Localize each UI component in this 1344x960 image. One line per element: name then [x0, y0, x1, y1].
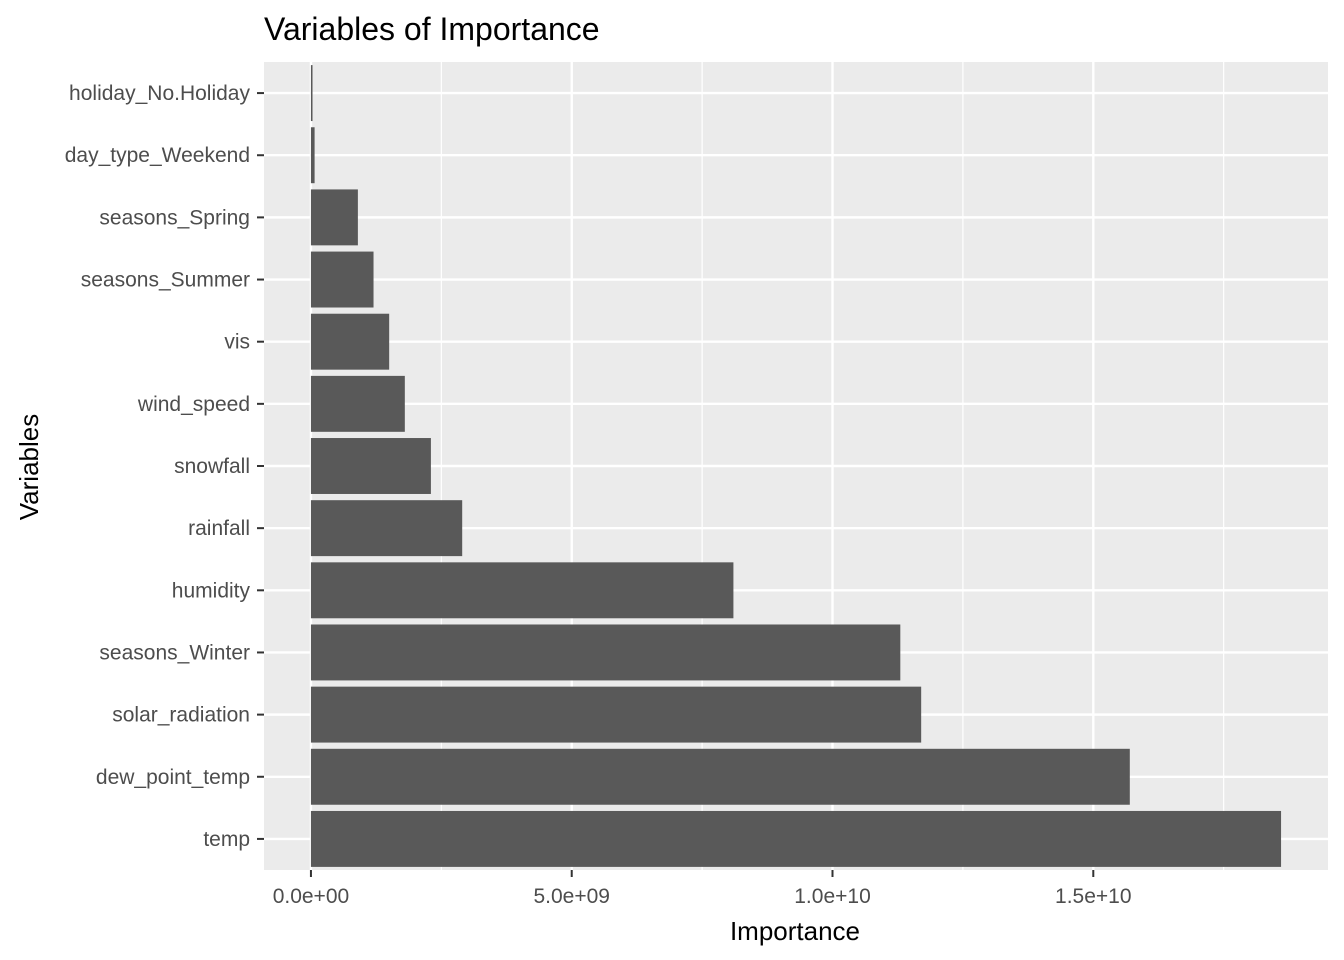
- x-tick-label: 5.0e+09: [533, 885, 610, 908]
- y-axis-title: Variables: [14, 414, 44, 520]
- y-tick-label: dew_point_temp: [96, 766, 250, 789]
- bar-holiday-no-holiday: [310, 65, 313, 122]
- y-tick-label: temp: [203, 828, 250, 851]
- y-tick-label: seasons_Winter: [99, 641, 250, 664]
- y-tick-label: day_type_Weekend: [65, 144, 250, 167]
- bar-solar-radiation: [310, 686, 922, 743]
- y-tick-label: seasons_Spring: [99, 206, 250, 229]
- bar-seasons-winter: [310, 624, 901, 681]
- bar-wind-speed: [310, 375, 405, 432]
- x-tick-label: 1.0e+10: [794, 885, 871, 908]
- y-tick-label: wind_speed: [137, 393, 250, 416]
- x-axis-title: Importance: [730, 916, 860, 946]
- y-tick-label: humidity: [172, 579, 251, 602]
- bar-day-type-weekend: [310, 127, 315, 184]
- bar-seasons-spring: [310, 189, 358, 246]
- y-tick-label: holiday_No.Holiday: [69, 82, 250, 105]
- y-axis: temp dew_point_temp solar_radiation seasons…: [65, 82, 264, 851]
- y-tick-label: solar_radiation: [112, 704, 250, 727]
- y-tick-label: seasons_Summer: [81, 269, 250, 292]
- y-tick-label: snowfall: [174, 455, 250, 478]
- bar-rainfall: [310, 500, 463, 557]
- bar-humidity: [310, 562, 734, 619]
- y-tick-label: vis: [224, 331, 250, 354]
- chart-title: Variables of Importance: [264, 11, 600, 47]
- x-tick-label: 0.0e+00: [273, 885, 350, 908]
- bars: [310, 65, 1282, 867]
- bar-snowfall: [310, 438, 431, 494]
- bar-seasons-summer: [310, 251, 374, 308]
- bar-dew-point-temp: [310, 748, 1130, 805]
- y-tick-label: rainfall: [188, 517, 250, 540]
- x-tick-label: 1.5e+10: [1055, 885, 1132, 908]
- bar-vis: [310, 313, 390, 370]
- x-axis: 0.0e+00 5.0e+09 1.0e+10 1.5e+10: [273, 870, 1132, 908]
- bar-temp: [310, 810, 1282, 867]
